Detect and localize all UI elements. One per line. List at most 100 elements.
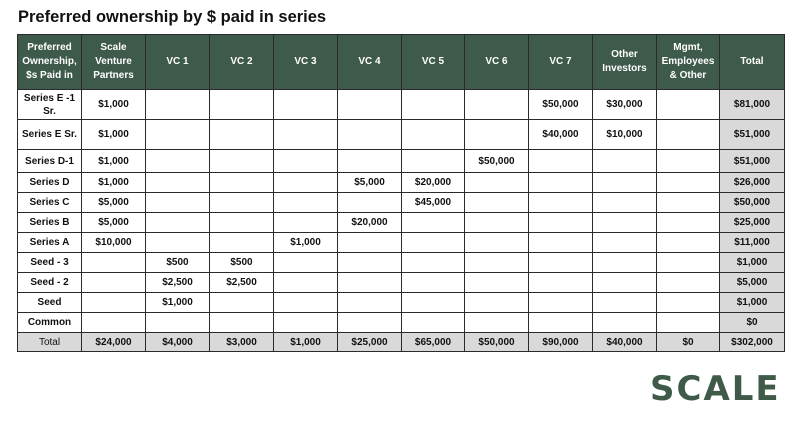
table-cell	[528, 149, 593, 173]
table-cell	[401, 212, 465, 233]
table-cell	[528, 272, 593, 293]
table-cell	[337, 149, 402, 173]
table-cell	[528, 192, 593, 213]
row-label: Series A	[17, 232, 82, 253]
table-cell	[656, 192, 720, 213]
table-cell	[401, 89, 465, 120]
table-cell	[401, 312, 465, 333]
table-cell	[273, 312, 338, 333]
totals-row: Total $24,000 $4,000 $3,000 $1,000 $25,000 $65…	[17, 332, 785, 352]
table-cell	[656, 89, 720, 120]
table-cell	[145, 312, 210, 333]
table-cell	[401, 119, 465, 150]
table-cell	[273, 292, 338, 313]
table-cell	[81, 272, 146, 293]
table-cell	[145, 89, 210, 120]
row-label: Series B	[17, 212, 82, 233]
table-cell	[209, 172, 274, 193]
table-cell	[656, 172, 720, 193]
table-cell	[592, 292, 657, 313]
table-cell	[528, 212, 593, 233]
totals-label: Total	[17, 332, 82, 352]
table-cell	[528, 292, 593, 313]
row-total: $5,000	[719, 272, 785, 293]
table-row: Series E -1 Sr. $1,000 $50,000 $30,000 $81,0…	[17, 89, 785, 120]
table-cell	[337, 272, 402, 293]
table-cell	[592, 272, 657, 293]
row-label: Series E -1 Sr.	[17, 89, 82, 120]
column-header: VC 6	[464, 34, 529, 90]
row-total: $26,000	[719, 172, 785, 193]
table-row: Series D-1 $1,000 $50,000 $51,000	[17, 149, 785, 173]
table-cell	[592, 252, 657, 273]
table-cell	[337, 119, 402, 150]
table-cell: $10,000	[81, 232, 146, 253]
column-header: VC 2	[209, 34, 274, 90]
table-cell	[273, 149, 338, 173]
table-row: Series A $10,000 $1,000 $11,000	[17, 232, 785, 253]
column-header: Total	[719, 34, 785, 90]
column-total: $0	[656, 332, 720, 352]
table-cell	[273, 212, 338, 233]
table-cell	[209, 89, 274, 120]
table-cell	[145, 212, 210, 233]
table-row: Series B $5,000 $20,000 $25,000	[17, 212, 785, 233]
table-cell	[656, 119, 720, 150]
column-total: $65,000	[401, 332, 465, 352]
table-cell	[401, 252, 465, 273]
table-cell	[401, 149, 465, 173]
table-cell	[273, 119, 338, 150]
table-cell: $30,000	[592, 89, 657, 120]
table-cell	[528, 172, 593, 193]
column-total: $302,000	[719, 332, 785, 352]
row-label: Seed - 3	[17, 252, 82, 273]
row-total: $1,000	[719, 252, 785, 273]
table-cell	[273, 89, 338, 120]
table-cell: $2,500	[209, 272, 274, 293]
table-cell: $1,000	[145, 292, 210, 313]
table-cell: $500	[145, 252, 210, 273]
table-cell	[464, 272, 529, 293]
table-cell	[401, 292, 465, 313]
table-row: Series C $5,000 $45,000 $50,000	[17, 192, 785, 213]
column-header: Other Investors	[592, 34, 657, 90]
column-total: $90,000	[528, 332, 593, 352]
row-total: $50,000	[719, 192, 785, 213]
table-cell: $45,000	[401, 192, 465, 213]
table-cell: $2,500	[145, 272, 210, 293]
header-row: Preferred Ownership, $s Paid in Scale Ven…	[17, 34, 785, 90]
column-header: VC 1	[145, 34, 210, 90]
table-cell: $50,000	[528, 89, 593, 120]
table-row: Seed $1,000 $1,000	[17, 292, 785, 313]
table-cell	[464, 292, 529, 313]
column-header: VC 3	[273, 34, 338, 90]
table-cell: $50,000	[464, 149, 529, 173]
table-cell	[145, 149, 210, 173]
table-cell	[592, 212, 657, 233]
page-title: Preferred ownership by $ paid in series	[18, 8, 327, 26]
row-label: Series D	[17, 172, 82, 193]
table-cell	[337, 292, 402, 313]
table-cell	[656, 232, 720, 253]
table-cell	[592, 232, 657, 253]
table-cell	[209, 292, 274, 313]
column-header: VC 7	[528, 34, 593, 90]
table-cell: $1,000	[81, 172, 146, 193]
table-cell	[209, 212, 274, 233]
table-cell: $40,000	[528, 119, 593, 150]
column-header: Preferred Ownership, $s Paid in	[17, 34, 82, 90]
table-cell	[81, 312, 146, 333]
table-cell	[209, 149, 274, 173]
table-cell	[656, 252, 720, 273]
table-cell	[528, 312, 593, 333]
table-cell	[337, 89, 402, 120]
table-cell	[592, 172, 657, 193]
table-cell: $1,000	[81, 119, 146, 150]
table-cell	[528, 252, 593, 273]
table-cell: $5,000	[81, 192, 146, 213]
table-cell	[145, 232, 210, 253]
table-cell	[145, 172, 210, 193]
table-cell: $5,000	[81, 212, 146, 233]
row-total: $11,000	[719, 232, 785, 253]
table-cell	[401, 232, 465, 253]
